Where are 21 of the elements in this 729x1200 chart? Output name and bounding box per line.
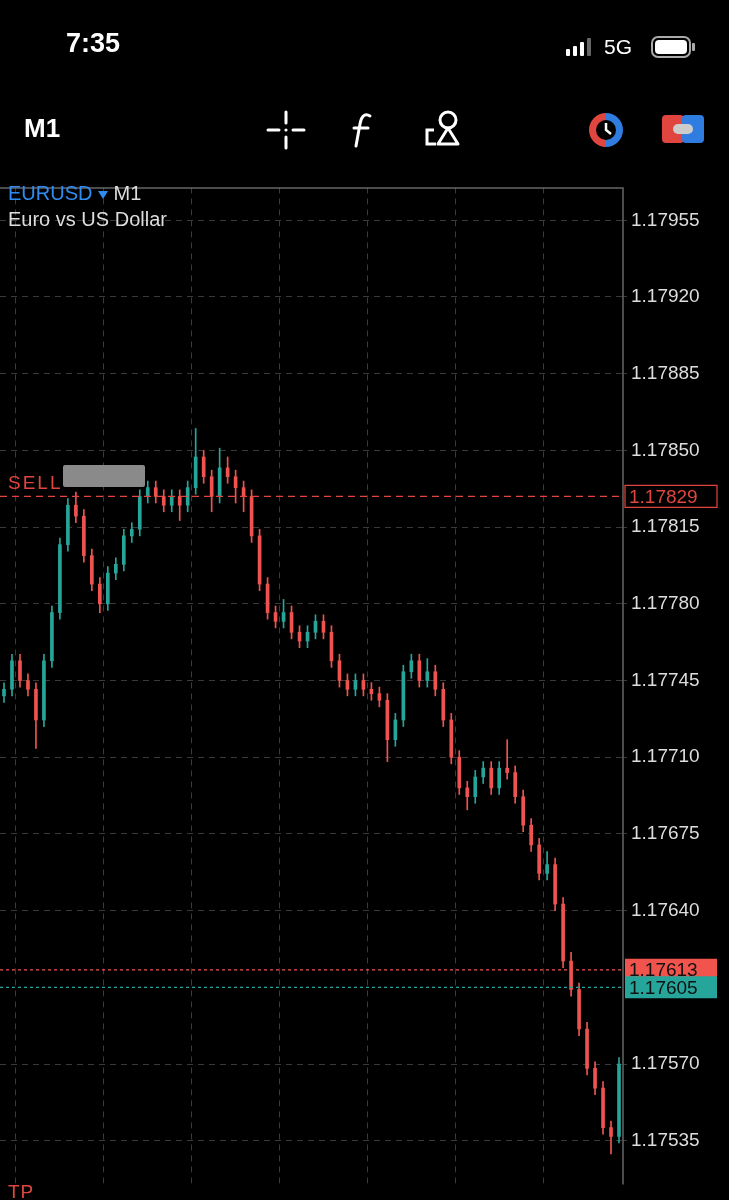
text: 7:35 bbox=[66, 28, 121, 59]
y-tick-label: 1.17745 bbox=[631, 668, 700, 690]
y-tick-label: 1.17570 bbox=[631, 1052, 700, 1074]
text: 5G bbox=[604, 35, 633, 59]
y-tick-label: 1.17535 bbox=[631, 1129, 700, 1150]
ref-line-label: 1.17829 bbox=[629, 485, 698, 507]
y-tick-label: 1.17850 bbox=[631, 438, 700, 460]
text: Euro vs US Dollar bbox=[8, 207, 167, 232]
chart-title: EURUSD bbox=[8, 182, 93, 204]
y-tick-label: 1.17815 bbox=[631, 515, 700, 537]
y-tick-label: 1.17920 bbox=[631, 285, 700, 307]
y-tick-label: 1.17675 bbox=[631, 822, 700, 844]
annotation: SELL bbox=[8, 472, 63, 495]
text: M1 bbox=[24, 113, 61, 144]
y-tick-label: 1.17955 bbox=[631, 208, 700, 230]
y-tick-label: 1.17710 bbox=[631, 745, 700, 767]
y-tick-label: 1.17885 bbox=[631, 361, 700, 383]
annotation: TP bbox=[8, 1181, 35, 1200]
annotation: M1 bbox=[113, 182, 142, 204]
y-tick-label: 1.17640 bbox=[631, 898, 700, 920]
y-tick-label: 1.17780 bbox=[631, 592, 700, 614]
